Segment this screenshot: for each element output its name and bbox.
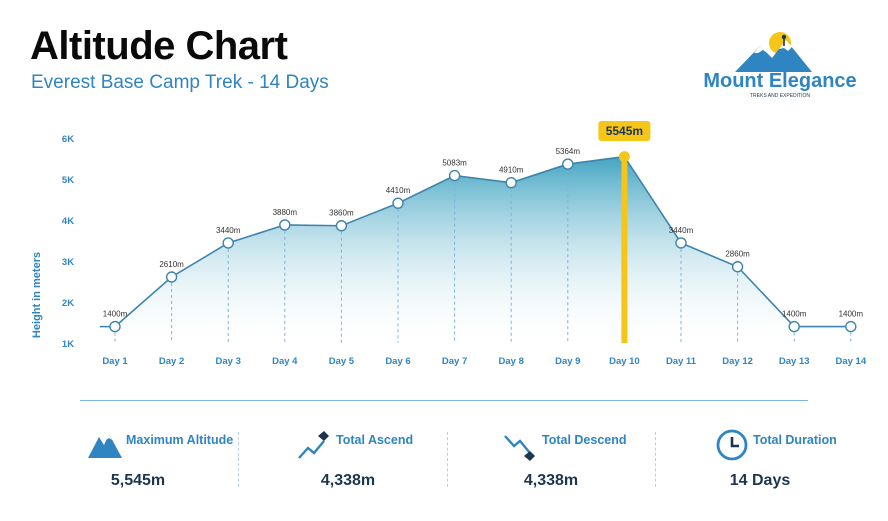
stat-separator <box>238 432 239 487</box>
x-tick-label: Day 1 <box>102 356 128 367</box>
stat-value: 14 Days <box>729 472 791 489</box>
data-label: 2860m <box>725 250 750 259</box>
page-title: Altitude Chart <box>30 24 288 68</box>
x-tick-label: Day 2 <box>159 356 184 367</box>
altitude-line <box>114 155 851 328</box>
altitude-area <box>115 156 851 343</box>
data-label: 4910m <box>499 166 524 175</box>
x-tick-label: Day 8 <box>499 356 524 367</box>
stat-separator <box>655 432 656 487</box>
data-label: 3860m <box>329 209 354 218</box>
data-point <box>562 158 574 170</box>
logo-tagline: TREKS AND EXPEDITION <box>750 93 810 99</box>
y-tick-label: 2K <box>62 298 74 309</box>
data-point <box>335 220 348 232</box>
data-point <box>109 320 121 333</box>
x-tick-label: Day 6 <box>385 356 410 367</box>
stat-separator <box>447 432 448 487</box>
data-label: 5364m <box>556 147 581 156</box>
data-label: 1400m <box>839 310 864 319</box>
x-tick-label: Day 9 <box>555 356 580 367</box>
data-point <box>675 237 687 249</box>
x-tick-label: Day 13 <box>779 356 810 367</box>
data-label: 5083m <box>442 159 467 168</box>
x-tick-label: Day 3 <box>216 356 241 367</box>
data-label: 1400m <box>103 310 128 319</box>
stat-total-duration: Total Duration 14 Days <box>715 428 875 498</box>
y-tick-label: 5K <box>62 175 74 186</box>
data-label: 2610m <box>159 260 184 269</box>
logo: Mount Elegance TREKS AND EXPEDITION <box>703 32 857 99</box>
y-tick-label: 3K <box>62 257 74 268</box>
x-tick-label: Day 14 <box>835 356 866 367</box>
x-tick-label: Day 10 <box>609 356 640 367</box>
data-label: 3440m <box>669 226 694 235</box>
stat-value: 4,338m <box>320 472 376 489</box>
stat-value: 5,545m <box>110 472 166 489</box>
x-tick-label: Day 11 <box>666 356 697 367</box>
data-point <box>788 320 800 333</box>
data-point <box>165 271 178 283</box>
data-point <box>392 197 404 209</box>
stat-total-descend: Total Descend 4,338m <box>504 428 664 498</box>
data-point <box>731 261 744 273</box>
stat-total-ascend: Total Ascend 4,338m <box>298 428 458 498</box>
x-tick-label: Day 4 <box>272 356 298 367</box>
data-point <box>505 176 517 189</box>
y-axis-label: Height in meters <box>31 252 43 338</box>
x-tick-label: Day 12 <box>722 356 753 367</box>
clock-icon <box>716 429 748 461</box>
stat-label: Total Descend <box>542 433 627 447</box>
data-label: 4410m <box>386 186 411 195</box>
ascend-icon <box>298 431 329 459</box>
page-subtitle: Everest Base Camp Trek - 14 Days <box>31 72 329 93</box>
stat-max-altitude: Maximum Altitude 5,545m <box>88 428 248 498</box>
highlight-callout <box>598 121 651 141</box>
logo-name: Mount Elegance <box>703 70 856 92</box>
stat-label: Total Ascend <box>336 433 414 447</box>
stat-label: Total Duration <box>753 433 837 447</box>
y-tick-label: 6K <box>62 134 74 145</box>
mountain-icon <box>88 434 122 458</box>
data-point <box>222 237 234 249</box>
data-point <box>448 169 461 182</box>
data-point <box>279 219 291 231</box>
data-point <box>845 320 857 333</box>
stat-value: 4,338m <box>523 472 579 489</box>
altitude-chart: Height in meters 1400m 2610m 3440m 3880m 386… <box>31 121 867 367</box>
highlight-label: 5545m <box>606 124 643 138</box>
descend-icon <box>504 435 535 461</box>
y-tick-label: 4K <box>62 216 74 227</box>
data-label: 1400m <box>782 310 807 319</box>
data-label: 3880m <box>273 208 298 217</box>
stat-label: Maximum Altitude <box>126 433 234 447</box>
y-tick-label: 1K <box>62 339 74 350</box>
data-label: 3440m <box>216 226 241 235</box>
x-tick-label: Day 7 <box>442 356 467 367</box>
x-tick-label: Day 5 <box>329 356 355 367</box>
data-point-highlight <box>618 151 630 163</box>
divider <box>80 400 808 401</box>
